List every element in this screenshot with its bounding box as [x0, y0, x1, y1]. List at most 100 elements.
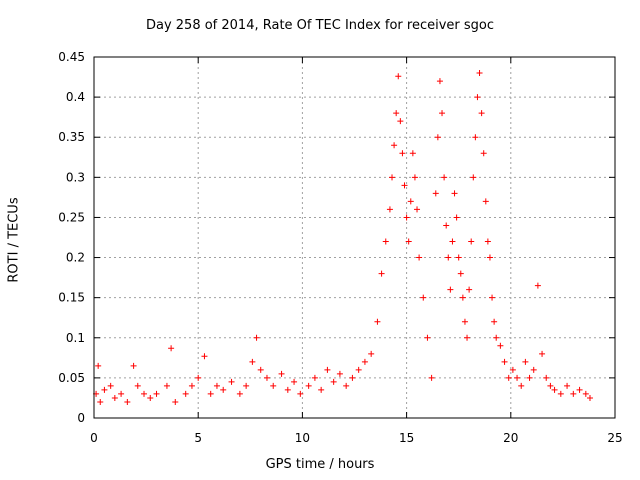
data-point — [557, 390, 564, 397]
data-point — [411, 174, 418, 181]
data-point — [491, 318, 498, 325]
data-point — [474, 94, 481, 101]
y-tick-label: 0.25 — [58, 210, 85, 224]
y-tick-label: 0.05 — [58, 371, 85, 385]
data-point — [424, 334, 431, 341]
data-point — [522, 358, 529, 365]
data-point — [249, 358, 256, 365]
data-point — [497, 342, 504, 349]
data-point — [509, 366, 516, 373]
data-point — [443, 222, 450, 229]
data-point — [236, 390, 243, 397]
data-point — [478, 110, 485, 117]
data-point — [416, 254, 423, 261]
data-point — [482, 198, 489, 205]
grid — [94, 57, 615, 418]
data-point — [586, 394, 593, 401]
data-point — [134, 382, 141, 389]
y-tick-label: 0.3 — [66, 170, 85, 184]
data-point — [399, 150, 406, 157]
data-point — [441, 174, 448, 181]
data-point — [253, 334, 260, 341]
data-point — [486, 254, 493, 261]
data-point — [343, 382, 350, 389]
data-point — [428, 374, 435, 381]
data-point — [551, 386, 558, 393]
data-point — [420, 294, 427, 301]
data-point — [118, 390, 125, 397]
data-point — [466, 286, 473, 293]
x-tick-label: 10 — [295, 431, 310, 445]
data-point — [543, 374, 550, 381]
data-point — [505, 374, 512, 381]
data-point — [449, 238, 456, 245]
data-point — [330, 378, 337, 385]
data-point — [447, 286, 454, 293]
data-point — [514, 374, 521, 381]
data-point — [228, 378, 235, 385]
y-tick-label: 0.15 — [58, 291, 85, 305]
y-tick-label: 0.35 — [58, 130, 85, 144]
data-point — [291, 378, 298, 385]
data-point — [393, 110, 400, 117]
data-point — [451, 190, 458, 197]
data-point — [374, 318, 381, 325]
data-point — [297, 390, 304, 397]
data-point — [130, 362, 137, 369]
data-point — [439, 110, 446, 117]
data-point — [349, 374, 356, 381]
data-point — [564, 382, 571, 389]
data-point — [391, 142, 398, 149]
data-point — [414, 206, 421, 213]
data-point — [472, 134, 479, 141]
data-point — [539, 350, 546, 357]
data-point — [432, 190, 439, 197]
data-point — [582, 390, 589, 397]
data-point — [445, 254, 452, 261]
data-point — [386, 206, 393, 213]
data-point — [220, 386, 227, 393]
data-point — [107, 382, 114, 389]
data-point — [480, 150, 487, 157]
plot-frame — [93, 56, 616, 419]
data-point — [195, 374, 202, 381]
data-point — [318, 386, 325, 393]
data-point — [201, 353, 208, 360]
data-point — [576, 386, 583, 393]
data-point — [530, 366, 537, 373]
data-point — [163, 382, 170, 389]
y-tick-label: 0.2 — [66, 251, 85, 265]
data-point — [263, 374, 270, 381]
x-tick-label: 15 — [399, 431, 414, 445]
data-point — [257, 366, 264, 373]
data-point — [336, 370, 343, 377]
data-point — [278, 370, 285, 377]
data-point — [493, 334, 500, 341]
x-tick-label: 0 — [90, 431, 98, 445]
data-point — [368, 350, 375, 357]
data-point — [476, 70, 483, 77]
data-point — [324, 366, 331, 373]
data-point — [409, 150, 416, 157]
data-point — [455, 254, 462, 261]
data-point — [111, 394, 118, 401]
data-point — [270, 382, 277, 389]
data-point — [97, 398, 104, 405]
y-tick-label: 0.45 — [58, 50, 85, 64]
data-point — [453, 214, 460, 221]
data-point — [470, 174, 477, 181]
data-point — [468, 238, 475, 245]
y-axis-label: ROTI / TECUs — [6, 197, 22, 283]
data-point — [461, 318, 468, 325]
data-point — [434, 134, 441, 141]
data-point — [407, 198, 414, 205]
data-series-roti — [93, 70, 593, 405]
data-point — [389, 174, 396, 181]
data-point — [168, 345, 175, 352]
data-point — [501, 358, 508, 365]
y-tick-label: 0.4 — [66, 90, 85, 104]
data-point — [95, 362, 102, 369]
data-point — [457, 270, 464, 277]
x-tick-label: 5 — [194, 431, 202, 445]
data-point — [305, 382, 312, 389]
